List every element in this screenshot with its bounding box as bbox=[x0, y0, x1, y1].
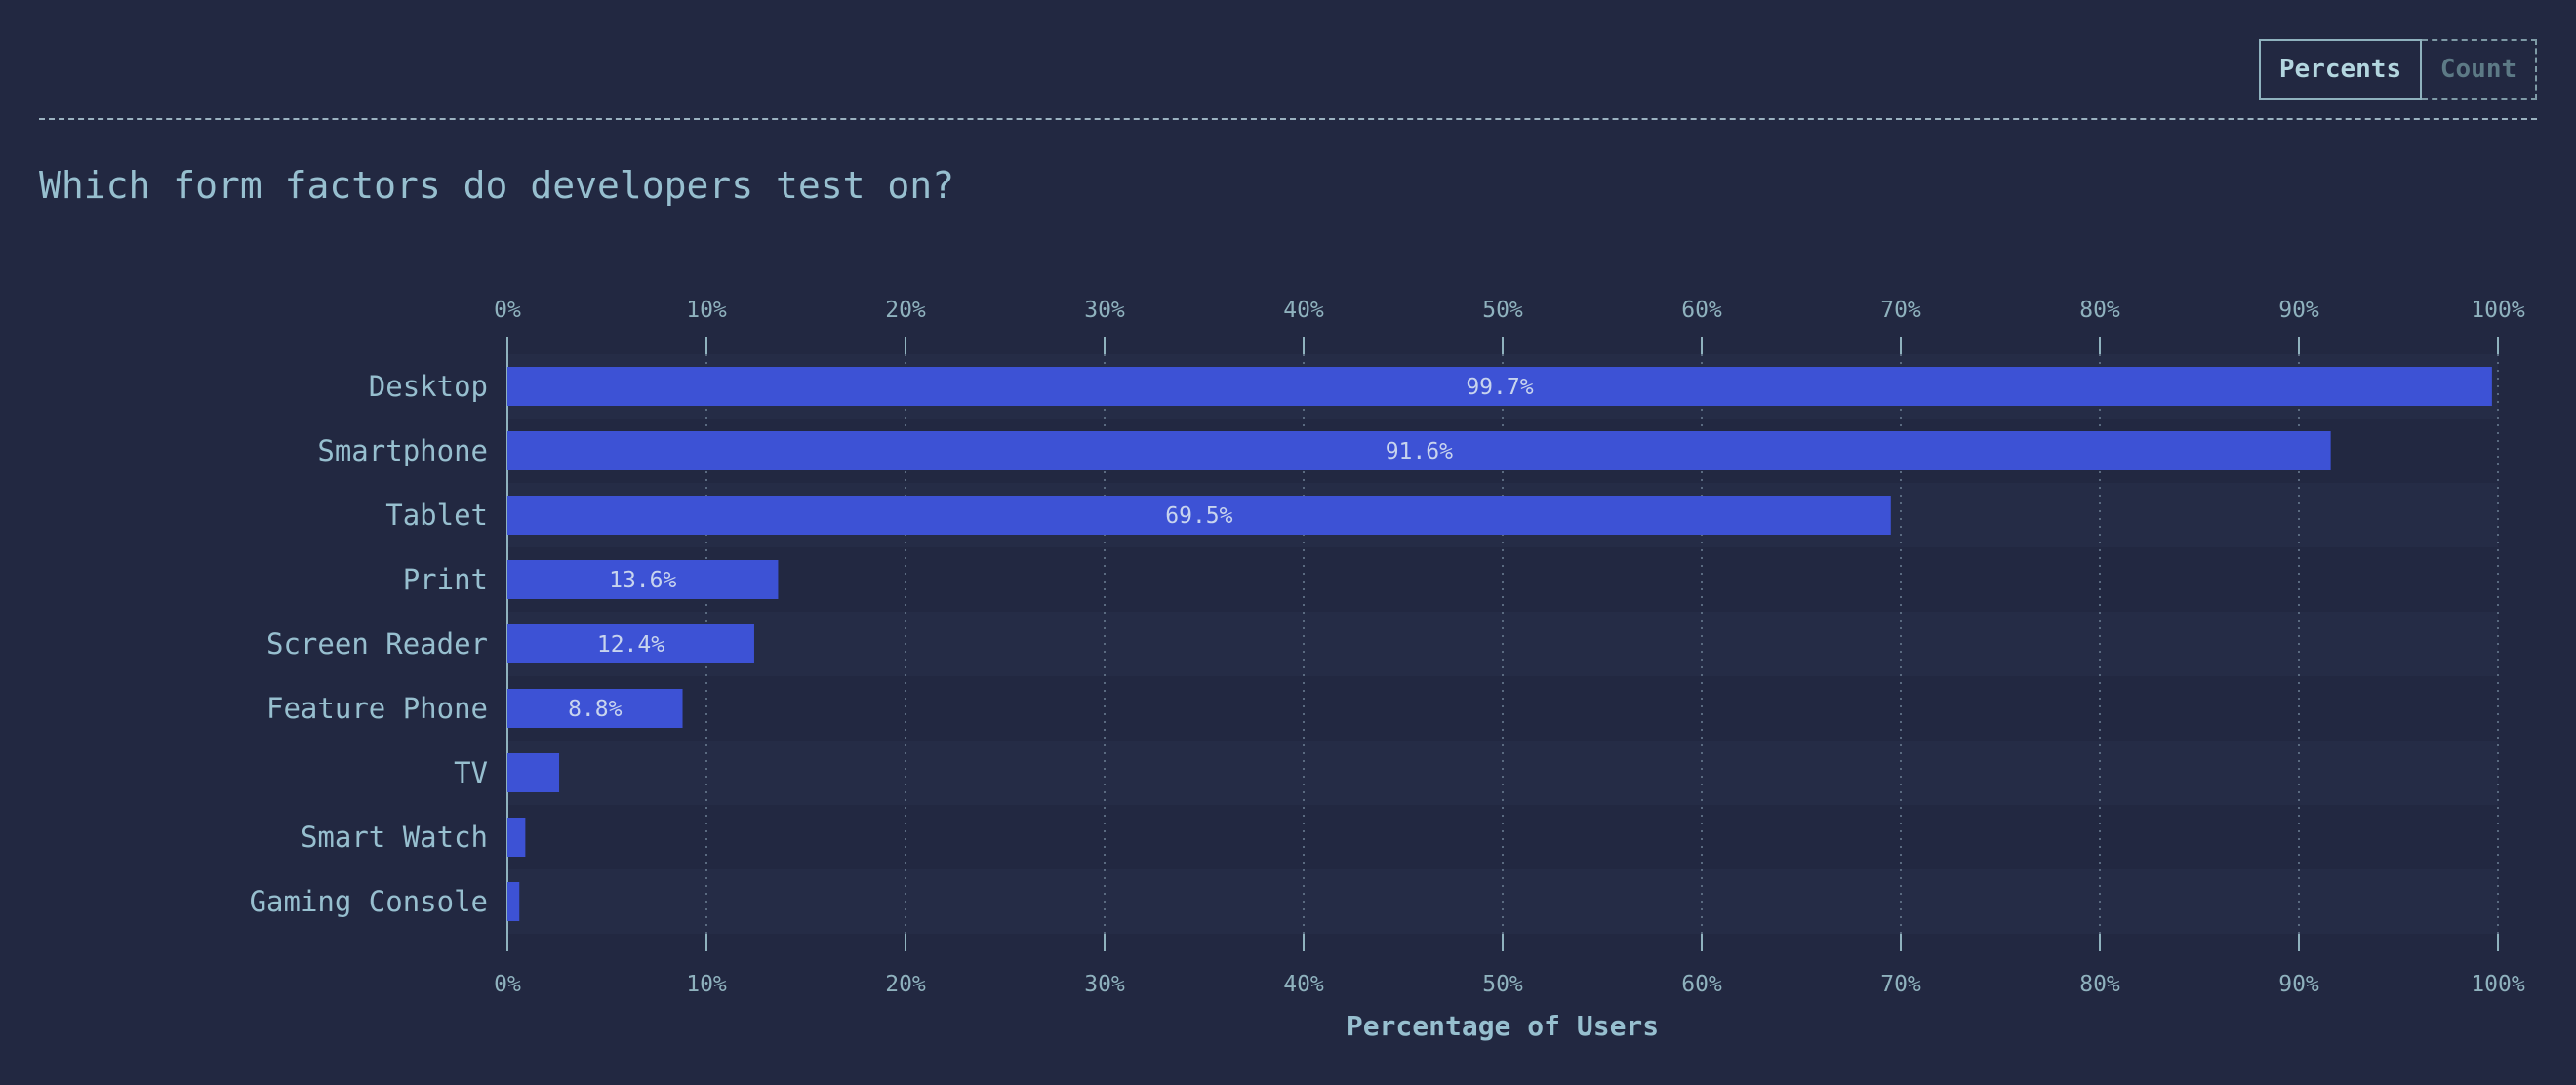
x-tick-label-bottom: 30% bbox=[1084, 972, 1125, 997]
bar bbox=[507, 431, 2331, 470]
category-label: Smartphone bbox=[317, 434, 488, 467]
x-tick-label-top: 0% bbox=[494, 298, 521, 323]
x-tick-label-bottom: 100% bbox=[2471, 972, 2525, 997]
data-label: 12.4% bbox=[597, 632, 664, 658]
bar bbox=[507, 496, 1891, 535]
data-label: 8.8% bbox=[568, 697, 623, 722]
category-label: Desktop bbox=[369, 370, 488, 403]
data-label: 69.5% bbox=[1165, 503, 1232, 529]
x-tick-label-top: 60% bbox=[1681, 298, 1722, 323]
category-label: Print bbox=[403, 563, 488, 596]
x-tick-label-top: 50% bbox=[1482, 298, 1523, 323]
x-tick-label-top: 40% bbox=[1283, 298, 1324, 323]
x-tick-label-bottom: 80% bbox=[2079, 972, 2120, 997]
x-axis-label: Percentage of Users bbox=[1347, 1010, 1659, 1042]
row-band bbox=[507, 741, 2498, 805]
x-tick-label-bottom: 10% bbox=[686, 972, 727, 997]
x-tick-label-top: 70% bbox=[1880, 298, 1921, 323]
data-label: 13.6% bbox=[609, 568, 676, 593]
x-tick-label-top: 20% bbox=[885, 298, 926, 323]
x-tick-label-bottom: 50% bbox=[1482, 972, 1523, 997]
category-label: TV bbox=[454, 756, 488, 789]
percents-toggle-button[interactable]: Percents bbox=[2259, 39, 2422, 100]
data-label: 91.6% bbox=[1386, 439, 1453, 464]
bar bbox=[507, 367, 2492, 406]
category-label: Smart Watch bbox=[301, 821, 488, 854]
x-tick-label-top: 100% bbox=[2471, 298, 2525, 323]
chart-title: Which form factors do developers test on… bbox=[39, 164, 954, 207]
category-label: Tablet bbox=[385, 499, 488, 532]
count-toggle-button[interactable]: Count bbox=[2422, 39, 2537, 100]
x-tick-label-bottom: 40% bbox=[1283, 972, 1324, 997]
bar bbox=[507, 560, 779, 599]
x-tick-label-top: 30% bbox=[1084, 298, 1125, 323]
x-tick-label-bottom: 70% bbox=[1880, 972, 1921, 997]
view-toggle: Percents Count bbox=[2259, 39, 2537, 100]
x-tick-label-bottom: 0% bbox=[494, 972, 521, 997]
category-label: Screen Reader bbox=[266, 627, 488, 661]
category-label: Gaming Console bbox=[250, 885, 488, 918]
bar bbox=[507, 753, 560, 792]
data-label: 99.7% bbox=[1466, 375, 1533, 400]
bar bbox=[507, 818, 526, 857]
x-tick-label-top: 80% bbox=[2079, 298, 2120, 323]
x-tick-label-bottom: 60% bbox=[1681, 972, 1722, 997]
bar bbox=[507, 689, 683, 728]
bar bbox=[507, 882, 520, 921]
category-label: Feature Phone bbox=[266, 692, 488, 725]
bar bbox=[507, 624, 754, 663]
x-tick-label-top: 90% bbox=[2278, 298, 2319, 323]
x-tick-label-top: 10% bbox=[686, 298, 727, 323]
x-tick-label-bottom: 90% bbox=[2278, 972, 2319, 997]
x-tick-label-bottom: 20% bbox=[885, 972, 926, 997]
header-divider bbox=[39, 118, 2537, 120]
